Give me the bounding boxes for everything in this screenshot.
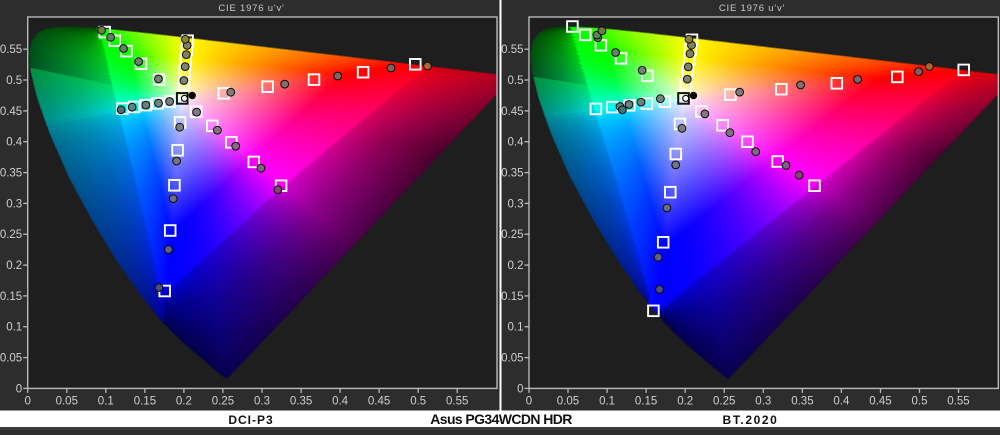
svg-text:0.25: 0.25 <box>501 229 523 241</box>
svg-text:0.3: 0.3 <box>6 198 22 210</box>
svg-text:0.5: 0.5 <box>410 396 426 408</box>
svg-text:0: 0 <box>526 396 532 408</box>
svg-text:0.4: 0.4 <box>508 137 525 149</box>
svg-text:0.4: 0.4 <box>332 396 349 408</box>
svg-text:0.4: 0.4 <box>833 396 850 408</box>
svg-text:0.55: 0.55 <box>947 396 969 408</box>
svg-text:DCI-P3: DCI-P3 <box>228 413 273 427</box>
svg-text:0.55: 0.55 <box>501 44 523 56</box>
svg-text:0.15: 0.15 <box>635 396 657 408</box>
svg-text:0.2: 0.2 <box>508 260 524 272</box>
svg-text:0.55: 0.55 <box>0 44 22 56</box>
svg-text:0.25: 0.25 <box>713 396 735 408</box>
svg-text:0.05: 0.05 <box>501 353 523 365</box>
svg-text:0.05: 0.05 <box>56 396 78 408</box>
svg-text:0: 0 <box>16 383 22 395</box>
svg-text:Asus PG34WCDN HDR: Asus PG34WCDN HDR <box>430 411 572 427</box>
svg-text:0.3: 0.3 <box>755 396 771 408</box>
svg-text:0.1: 0.1 <box>6 322 22 334</box>
svg-text:0.05: 0.05 <box>0 353 22 365</box>
svg-text:0.1: 0.1 <box>508 322 524 334</box>
svg-text:0.35: 0.35 <box>791 396 813 408</box>
svg-text:0.2: 0.2 <box>176 396 192 408</box>
svg-text:0.45: 0.45 <box>501 106 523 118</box>
svg-text:0.35: 0.35 <box>501 168 523 180</box>
svg-text:CIE 1976 u'v': CIE 1976 u'v' <box>719 3 785 14</box>
svg-text:0.2: 0.2 <box>6 260 22 272</box>
svg-text:0.4: 0.4 <box>6 137 23 149</box>
svg-text:0: 0 <box>24 396 30 408</box>
svg-text:0.15: 0.15 <box>0 291 22 303</box>
svg-text:0.05: 0.05 <box>557 396 579 408</box>
svg-text:0.45: 0.45 <box>869 396 891 408</box>
svg-text:0.3: 0.3 <box>254 396 270 408</box>
svg-text:0.5: 0.5 <box>6 75 22 87</box>
svg-text:0.2: 0.2 <box>677 396 693 408</box>
svg-text:0.55: 0.55 <box>446 396 468 408</box>
svg-text:CIE 1976 u'v': CIE 1976 u'v' <box>218 3 284 14</box>
svg-text:0.5: 0.5 <box>912 396 928 408</box>
svg-text:0.25: 0.25 <box>0 229 22 241</box>
svg-text:0.1: 0.1 <box>599 396 615 408</box>
svg-text:0.1: 0.1 <box>98 396 114 408</box>
svg-text:BT.2020: BT.2020 <box>723 413 779 427</box>
svg-text:0.15: 0.15 <box>134 396 156 408</box>
svg-text:0.25: 0.25 <box>212 396 234 408</box>
svg-text:0.35: 0.35 <box>0 168 22 180</box>
svg-text:0.15: 0.15 <box>501 291 523 303</box>
svg-text:0.35: 0.35 <box>290 396 312 408</box>
svg-text:0: 0 <box>517 383 523 395</box>
svg-text:0.5: 0.5 <box>508 75 524 87</box>
svg-text:0.3: 0.3 <box>508 198 524 210</box>
svg-text:0.45: 0.45 <box>0 106 22 118</box>
svg-text:0.45: 0.45 <box>368 396 390 408</box>
